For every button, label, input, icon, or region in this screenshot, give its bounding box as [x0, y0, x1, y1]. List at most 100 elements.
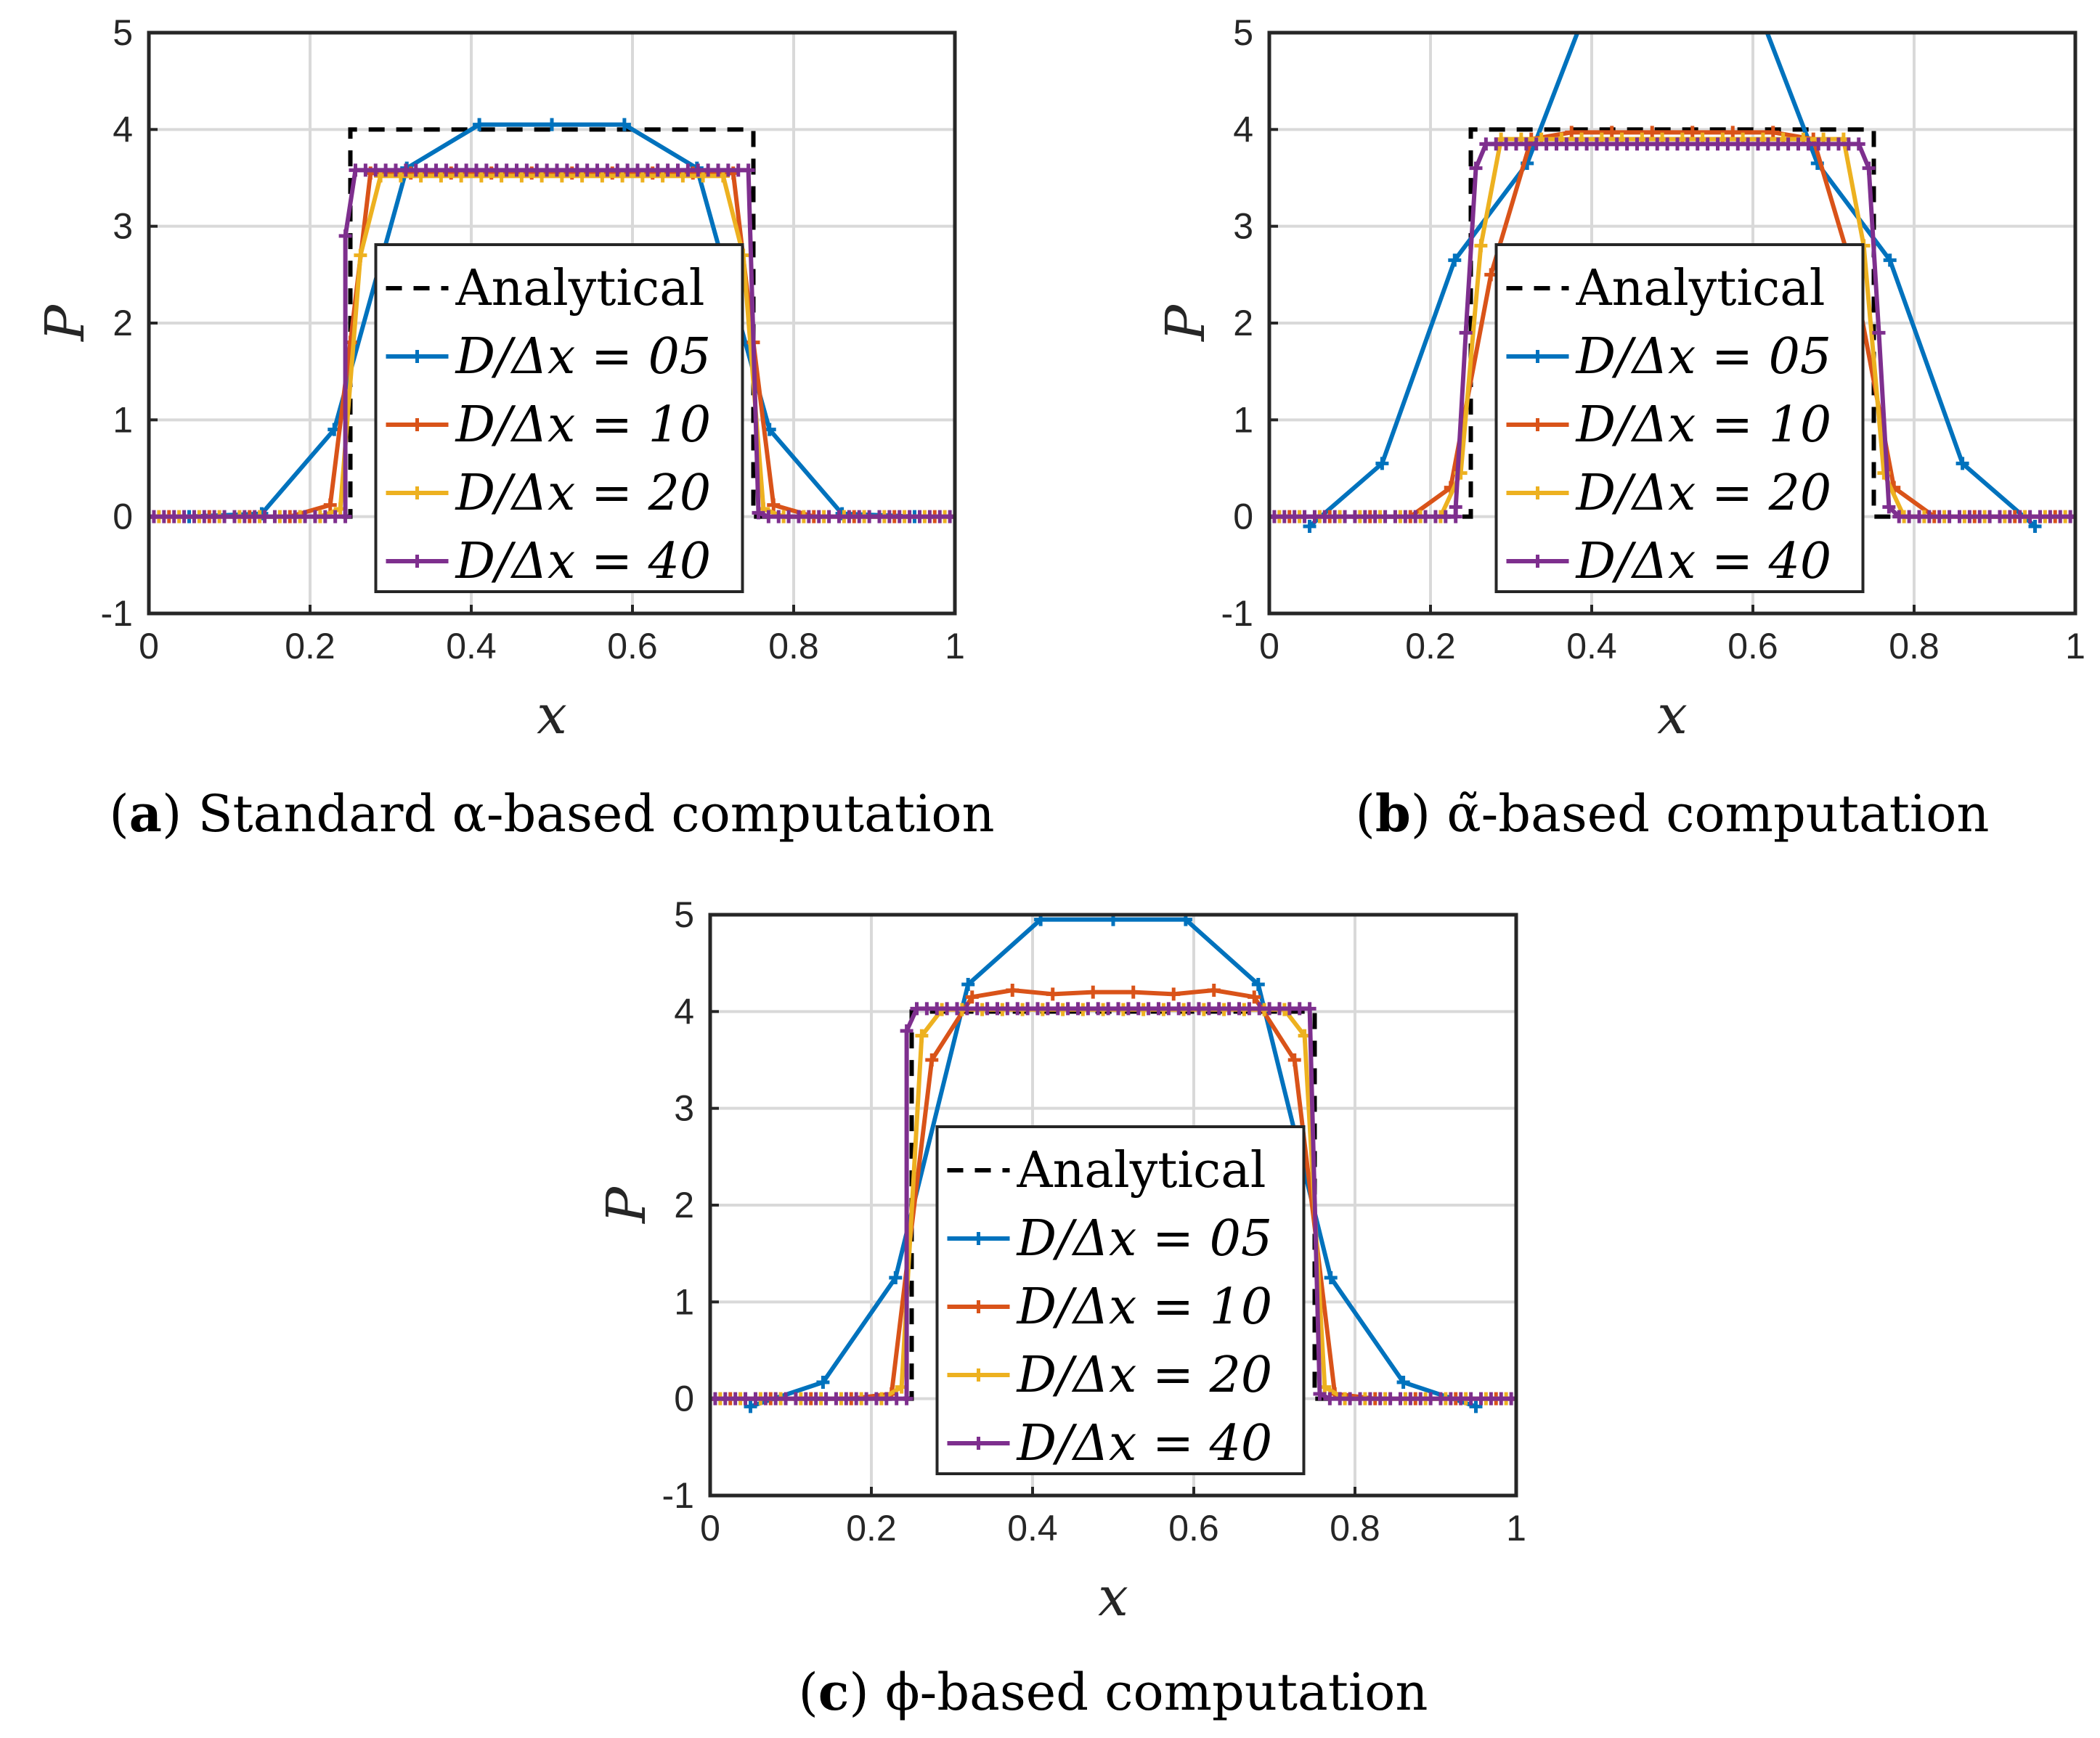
y-tick-label: -1	[1221, 593, 1253, 634]
legend-marker	[410, 486, 424, 499]
y-tick-label: 0	[1233, 497, 1253, 537]
legend-entry-label: D/Δx = 40	[1016, 1415, 1273, 1472]
y-tick-label: 0	[674, 1379, 694, 1419]
series-05-point	[961, 978, 975, 991]
series-40-point	[948, 510, 955, 523]
x-tick-label: 0.6	[1168, 1508, 1219, 1549]
x-tick-label: 0	[139, 626, 159, 666]
legend-entry-label: D/Δx = 05	[1016, 1210, 1273, 1268]
y-tick-label: 3	[674, 1088, 694, 1129]
series-10-point	[767, 498, 781, 512]
y-axis-label: P	[1155, 304, 1217, 343]
series-40-point	[1852, 137, 1865, 151]
legend-entry-label: D/Δx = 10	[1575, 396, 1832, 454]
series-20-point	[1474, 239, 1488, 253]
series-05-point	[1303, 520, 1316, 533]
legend-entry-label: Analytical	[1017, 1142, 1266, 1199]
series-05-point	[1324, 1271, 1338, 1284]
legend-box	[1494, 243, 1865, 593]
x-tick-label: 0.8	[1889, 626, 1940, 666]
series-40-point	[338, 510, 352, 523]
series-10-point	[1287, 1053, 1301, 1066]
caption-paren: )	[162, 784, 198, 844]
series-10-point	[1248, 990, 1261, 1004]
series-10-point	[1726, 126, 1740, 139]
data-layer	[710, 915, 1516, 1413]
series-05-point	[1251, 978, 1265, 991]
y-tick-label: 4	[113, 109, 133, 150]
y-tick-label: -1	[101, 593, 133, 634]
x-tick-label: 1	[945, 626, 965, 666]
series-10-point	[1086, 985, 1100, 999]
series-10-point	[1766, 126, 1780, 139]
y-tick-label: 4	[1233, 109, 1253, 150]
y-tick-label: 3	[113, 206, 133, 247]
series-40-point	[1882, 500, 1896, 514]
x-tick-label: 0.4	[1566, 626, 1617, 666]
caption-text: α̃-based computation	[1446, 784, 1989, 844]
series-10-point	[925, 1053, 939, 1066]
series-20-point	[915, 1029, 929, 1043]
series-05-point	[816, 1376, 830, 1389]
x-tick-label: 0	[1259, 626, 1279, 666]
legend-entry-label: D/Δx = 20	[1016, 1347, 1273, 1404]
legend-marker	[410, 418, 424, 431]
caption-paren: (	[798, 1662, 818, 1722]
legend-marker	[972, 1368, 985, 1382]
x-tick-label: 0.2	[846, 1508, 897, 1549]
x-axis-label: x	[1657, 684, 1688, 746]
x-axis-label: x	[1098, 1566, 1128, 1628]
series-05-point	[1375, 457, 1389, 470]
series-40-point	[900, 1024, 913, 1037]
y-axis-label: P	[34, 304, 97, 343]
series-05-point	[617, 118, 631, 131]
legend-entry-label: D/Δx = 40	[1575, 533, 1832, 590]
series-10-point	[1046, 987, 1059, 1001]
caption-paren: (	[1356, 784, 1375, 844]
y-tick-label: 0	[113, 497, 133, 537]
axes-box	[147, 30, 957, 616]
caption-paren: )	[849, 1662, 885, 1722]
series-05-point	[473, 118, 487, 131]
y-tick-label: 2	[113, 303, 133, 343]
series-40-point	[1510, 1392, 1516, 1406]
series-20-point	[354, 248, 367, 262]
caption-text: Standard α-based computation	[198, 784, 995, 844]
caption-paren: )	[1411, 784, 1447, 844]
legend-entry-label: D/Δx = 10	[1016, 1278, 1273, 1336]
legend-marker	[1531, 555, 1545, 568]
y-tick-label: 1	[113, 399, 133, 440]
x-tick-label: 0.6	[607, 626, 658, 666]
series-40-point	[1872, 326, 1886, 340]
series-05-point	[1396, 1376, 1410, 1389]
legend-entry-label: D/Δx = 20	[455, 465, 712, 522]
series-40-point	[741, 163, 755, 177]
y-tick-label: 5	[1233, 12, 1253, 53]
series-10-point	[1605, 126, 1619, 139]
legend-entry-label: D/Δx = 05	[1575, 328, 1832, 385]
x-tick-label: 0.6	[1727, 626, 1778, 666]
legend-entry-label: Analytical	[455, 260, 705, 317]
series-05-point	[545, 118, 558, 131]
x-axis-label: x	[537, 684, 567, 746]
y-tick-label: 5	[113, 12, 133, 53]
legend-entry-label: D/Δx = 10	[455, 396, 712, 454]
caption-text: ϕ-based computation	[885, 1662, 1428, 1722]
legend-marker	[972, 1437, 985, 1450]
legend: Analytical D/Δx = 05 D/Δx = 10 D/Δx = 20 D/Δ…	[935, 1125, 1306, 1475]
legend-marker	[972, 1300, 985, 1313]
series-05-point	[1955, 457, 1969, 470]
series-10-point	[965, 990, 979, 1004]
series-40-point	[1469, 161, 1483, 175]
series-05-point	[1469, 1400, 1483, 1413]
y-tick-label: -1	[662, 1475, 694, 1516]
x-tick-label: 1	[1506, 1508, 1526, 1549]
y-tick-label: 2	[1233, 303, 1253, 343]
series-40-point	[2069, 510, 2075, 523]
legend-marker	[1531, 418, 1545, 431]
y-tick-label: 4	[674, 991, 694, 1032]
